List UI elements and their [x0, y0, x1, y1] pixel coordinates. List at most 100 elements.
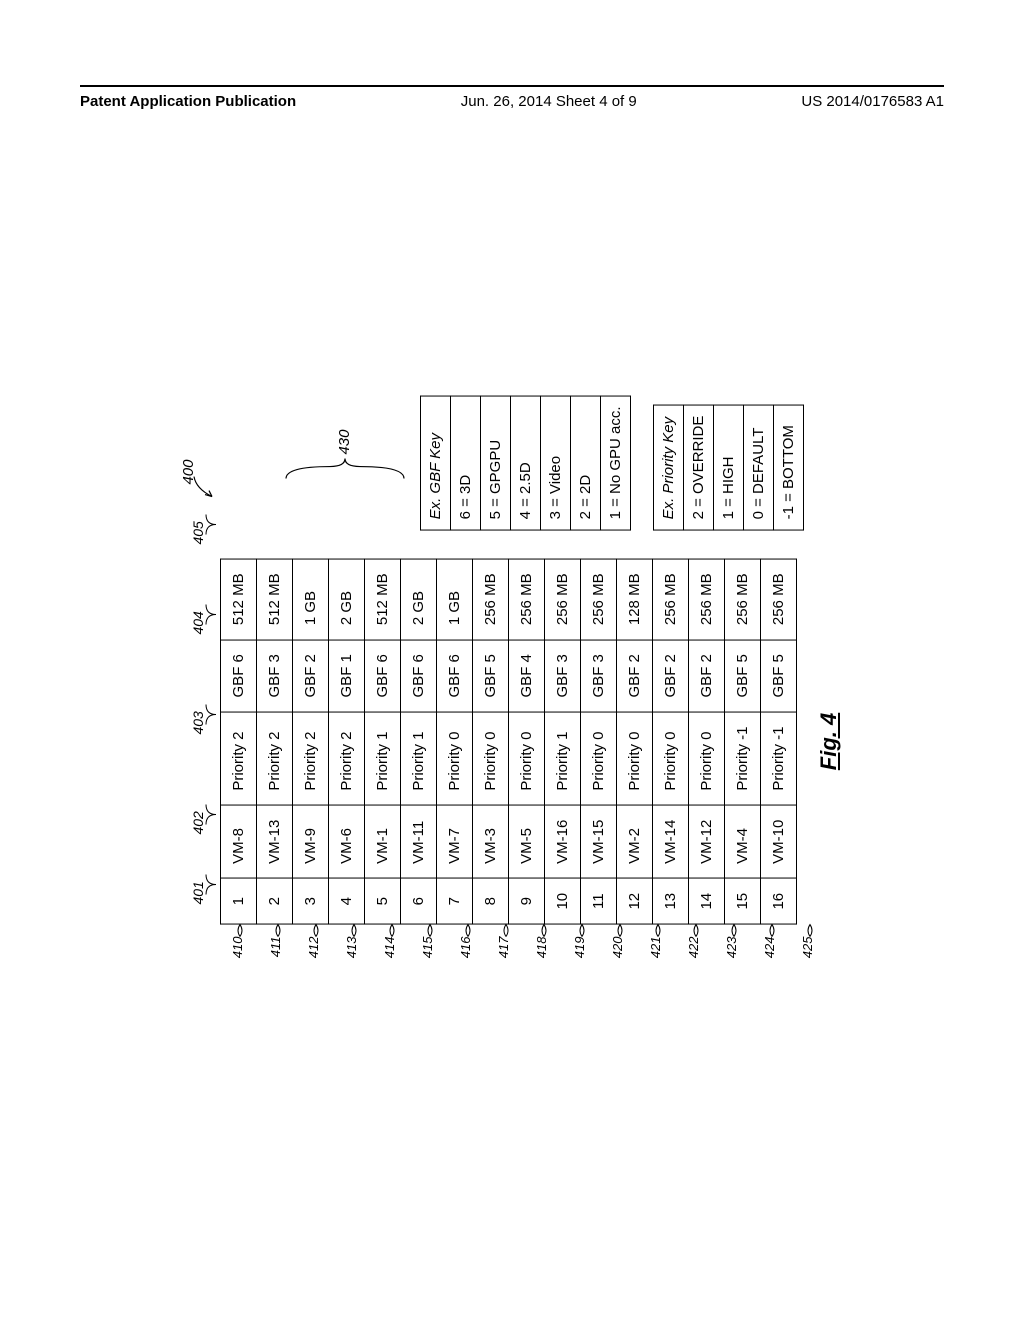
cell-vm: VM-7	[437, 805, 473, 878]
cell-vm: VM-16	[545, 805, 581, 878]
table-row: 6VM-11Priority 1GBF 62 GB	[401, 559, 437, 924]
cell-pri: Priority 0	[581, 712, 617, 805]
cell-idx: 6	[401, 878, 437, 924]
header-mid: Jun. 26, 2014 Sheet 4 of 9	[461, 93, 637, 110]
row-callout: 412	[306, 937, 321, 977]
priority-key-item: 2 = OVERRIDE	[684, 405, 714, 530]
cell-gbf: GBF 5	[473, 640, 509, 712]
cell-pri: Priority -1	[725, 712, 761, 805]
cell-mem: 256 MB	[761, 559, 797, 640]
table-row: 12VM-2Priority 0GBF 2128 MB	[617, 559, 653, 924]
cell-gbf: GBF 6	[221, 640, 257, 712]
cell-gbf: GBF 3	[545, 640, 581, 712]
cell-gbf: GBF 6	[365, 640, 401, 712]
cell-mem: 256 MB	[653, 559, 689, 640]
row-callout: 421	[648, 937, 663, 977]
table-row: 15VM-4Priority -1GBF 5256 MB	[725, 559, 761, 924]
cell-idx: 12	[617, 878, 653, 924]
cell-idx: 14	[689, 878, 725, 924]
priority-key-item: 1 = HIGH	[714, 405, 744, 530]
priority-key-title: Ex. Priority Key	[654, 405, 684, 530]
cell-vm: VM-1	[365, 805, 401, 878]
cell-mem: 512 MB	[221, 559, 257, 640]
cell-vm: VM-8	[221, 805, 257, 878]
figure-4: 401 402 403 404 405 400	[220, 395, 804, 924]
cell-gbf: GBF 5	[725, 640, 761, 712]
cell-mem: 256 MB	[689, 559, 725, 640]
table-row: 13VM-14Priority 0GBF 2256 MB	[653, 559, 689, 924]
col-label-404: 404	[190, 611, 206, 634]
col-label-402: 402	[190, 811, 206, 834]
cell-gbf: GBF 6	[437, 640, 473, 712]
main-table-area: 401 402 403 404 405 400	[220, 558, 797, 924]
row-callout: 413	[344, 937, 359, 977]
cell-pri: Priority 1	[401, 712, 437, 805]
cell-vm: VM-15	[581, 805, 617, 878]
cell-vm: VM-4	[725, 805, 761, 878]
cell-idx: 3	[293, 878, 329, 924]
cell-mem: 512 MB	[257, 559, 293, 640]
cell-vm: VM-6	[329, 805, 365, 878]
cell-gbf: GBF 3	[581, 640, 617, 712]
row-callout: 420	[610, 937, 625, 977]
priority-key-table: Ex. Priority Key 2 = OVERRIDE1 = HIGH0 =…	[653, 405, 804, 531]
table-row: 9VM-5Priority 0GBF 4256 MB	[509, 559, 545, 924]
table-row: 5VM-1Priority 1GBF 6512 MB	[365, 559, 401, 924]
row-callout: 424	[762, 937, 777, 977]
cell-gbf: GBF 6	[401, 640, 437, 712]
callout-400: 400	[180, 460, 197, 485]
gbf-key-item: 1 = No GPU acc.	[601, 396, 631, 530]
header-left: Patent Application Publication	[80, 93, 296, 110]
cell-idx: 2	[257, 878, 293, 924]
row-callout: 418	[534, 937, 549, 977]
col-label-405: 405	[190, 521, 206, 544]
row-callout: 417	[496, 937, 511, 977]
cell-mem: 256 MB	[725, 559, 761, 640]
cell-idx: 7	[437, 878, 473, 924]
cell-mem: 256 MB	[473, 559, 509, 640]
table-row: 2VM-13Priority 2GBF 3512 MB	[257, 559, 293, 924]
table-row: 10VM-16Priority 1GBF 3256 MB	[545, 559, 581, 924]
cell-pri: Priority 2	[329, 712, 365, 805]
row-callout: 414	[382, 937, 397, 977]
gbf-key-item: 3 = Video	[541, 396, 571, 530]
row-callout: 422	[686, 937, 701, 977]
cell-gbf: GBF 3	[257, 640, 293, 712]
cell-idx: 11	[581, 878, 617, 924]
table-row: 14VM-12Priority 0GBF 2256 MB	[689, 559, 725, 924]
cell-mem: 128 MB	[617, 559, 653, 640]
cell-mem: 256 MB	[581, 559, 617, 640]
gbf-key-item: 6 = 3D	[451, 396, 481, 530]
row-callout: 415	[420, 937, 435, 977]
cell-vm: VM-10	[761, 805, 797, 878]
cell-gbf: GBF 2	[617, 640, 653, 712]
cell-mem: 2 GB	[401, 559, 437, 640]
gbf-key-block: Ex. GBF Key 6 = 3D5 = GPGPU4 = 2.5D3 = V…	[420, 395, 631, 530]
cell-vm: VM-3	[473, 805, 509, 878]
figure-rotated-wrap: 401 402 403 404 405 400	[220, 395, 804, 924]
cell-vm: VM-12	[689, 805, 725, 878]
cell-pri: Priority 2	[221, 712, 257, 805]
cell-vm: VM-9	[293, 805, 329, 878]
cell-vm: VM-14	[653, 805, 689, 878]
cell-mem: 256 MB	[509, 559, 545, 640]
cell-idx: 15	[725, 878, 761, 924]
vm-priority-table: 1VM-8Priority 2GBF 6512 MB2VM-13Priority…	[220, 558, 797, 924]
table-row: 4VM-6Priority 2GBF 12 GB	[329, 559, 365, 924]
cell-mem: 2 GB	[329, 559, 365, 640]
cell-pri: Priority 0	[653, 712, 689, 805]
cell-gbf: GBF 2	[293, 640, 329, 712]
col-label-403: 403	[190, 711, 206, 734]
cell-mem: 1 GB	[437, 559, 473, 640]
callout-430: 430	[280, 455, 414, 485]
cell-mem: 512 MB	[365, 559, 401, 640]
cell-pri: Priority 0	[509, 712, 545, 805]
row-callout: 416	[458, 937, 473, 977]
row-callout: 423	[724, 937, 739, 977]
header-right: US 2014/0176583 A1	[801, 93, 944, 110]
cell-gbf: GBF 5	[761, 640, 797, 712]
cell-idx: 8	[473, 878, 509, 924]
gbf-key-table: Ex. GBF Key 6 = 3D5 = GPGPU4 = 2.5D3 = V…	[420, 395, 631, 530]
cell-idx: 10	[545, 878, 581, 924]
cell-mem: 256 MB	[545, 559, 581, 640]
